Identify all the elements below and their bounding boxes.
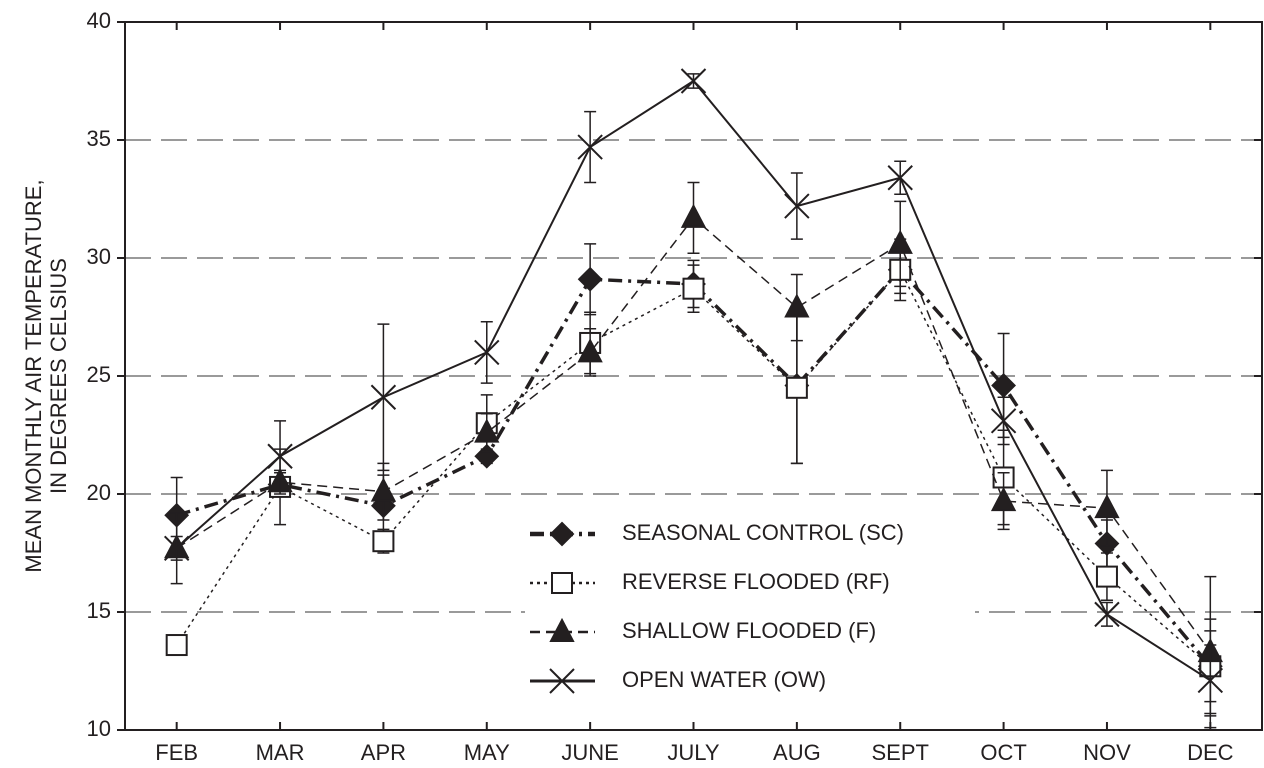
legend-label: SEASONAL CONTROL (SC): [622, 520, 904, 545]
y-tick-label: 10: [87, 716, 111, 741]
data-point: [682, 277, 705, 300]
series-line: [176, 268, 1211, 667]
data-point: [990, 486, 1017, 512]
data-point: [370, 477, 397, 502]
x-tick-label: NOV: [1083, 740, 1131, 765]
data-point: [474, 418, 500, 443]
series-line: [176, 267, 1212, 668]
legend-marker: [549, 668, 575, 694]
y-axis-label: IN DEGREES CELSIUS: [46, 258, 71, 494]
data-point: [474, 443, 500, 469]
data-point: [680, 68, 707, 94]
data-point: [887, 165, 913, 191]
legend-marker: [549, 617, 575, 642]
data-point: [990, 408, 1017, 434]
data-point: [784, 293, 810, 318]
legend-background: [525, 512, 975, 708]
x-tick-label: SEPT: [871, 740, 928, 765]
x-tick-label: OCT: [980, 740, 1026, 765]
data-point: [267, 443, 293, 469]
data-point: [1094, 494, 1120, 519]
x-tick-label: FEB: [155, 740, 198, 765]
data-point: [1094, 601, 1120, 628]
data-point: [163, 535, 190, 561]
x-tick-label: DEC: [1187, 740, 1234, 765]
legend-marker: [551, 572, 573, 594]
y-tick-label: 15: [87, 598, 111, 623]
x-tick-label: MAY: [464, 740, 510, 765]
data-point: [1095, 565, 1118, 588]
data-point: [577, 266, 603, 292]
x-tick-label: JUNE: [561, 740, 618, 765]
data-point: [680, 203, 707, 228]
legend-label: REVERSE FLOODED (RF): [622, 569, 890, 594]
y-tick-label: 20: [87, 480, 111, 505]
data-point: [577, 134, 603, 160]
x-tick-label: AUG: [773, 740, 821, 765]
data-point: [887, 229, 913, 254]
data-point: [372, 530, 395, 553]
legend-label: SHALLOW FLOODED (F): [622, 618, 876, 643]
data-point: [474, 339, 500, 366]
series: [164, 181, 1223, 729]
legend-label: OPEN WATER (OW): [622, 667, 826, 692]
y-tick-label: 40: [87, 8, 111, 33]
y-tick-label: 25: [87, 362, 111, 387]
y-tick-label: 30: [87, 244, 111, 269]
data-point: [165, 634, 188, 657]
y-tick-label: 35: [87, 126, 111, 151]
y-axis-label: MEAN MONTHLY AIR TEMPERATURE,: [21, 179, 46, 572]
legend-marker: [549, 521, 575, 547]
data-point: [991, 373, 1017, 398]
data-point: [370, 384, 397, 410]
x-tick-label: APR: [361, 740, 406, 765]
series: [163, 68, 1224, 717]
data-point: [577, 338, 603, 363]
data-point: [785, 376, 808, 399]
data-point: [784, 193, 810, 219]
x-tick-label: JULY: [667, 740, 719, 765]
x-tick-label: MAR: [256, 740, 305, 765]
data-point: [1197, 667, 1224, 694]
